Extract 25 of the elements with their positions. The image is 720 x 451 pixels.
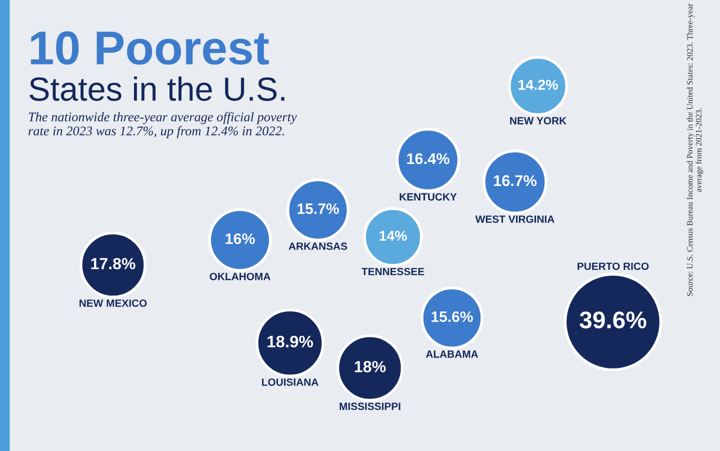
- category-label: TENNESSEE: [362, 268, 424, 276]
- text: 10 Poorest States in the U.S.: [30, 31, 284, 101]
- data-label: 16.7%: [494, 175, 537, 186]
- data-label: 18.9%: [268, 336, 313, 348]
- category-label: KENTUCKY: [400, 193, 457, 201]
- category-label: ALABAMA: [426, 350, 478, 358]
- data-label: 18%: [354, 360, 386, 372]
- data-label: 15.7%: [298, 203, 339, 214]
- data-label: 14.2%: [518, 80, 558, 90]
- category-label: MISSISSIPPI: [340, 402, 400, 410]
- text: The nationwide three-year average official poverty rate in 2023 was 12.7%, up from 12.4% in 2022.: [28, 112, 297, 138]
- data-label: 16.4%: [407, 153, 450, 164]
- data-label: 14%: [380, 230, 407, 241]
- category-label: NEW YORK: [510, 117, 566, 124]
- category-label: LOUISIANA: [262, 378, 318, 386]
- category-label: WEST VIRGINIA: [475, 215, 554, 223]
- category-label: NEW MEXICO: [80, 299, 147, 307]
- data-label: 16%: [226, 233, 255, 244]
- data-label: 39.6%: [580, 311, 646, 328]
- data-label: 15.6%: [432, 311, 473, 322]
- category-label: OKLAHOMA: [210, 272, 270, 280]
- data-label: 17.8%: [91, 258, 136, 270]
- category-label: PUERTO RICO: [578, 262, 649, 270]
- category-label: ARKANSAS: [288, 242, 348, 250]
- source-note: Source: U.S. Census Bureau Income and Poverty in the United States: 2023. Three-year average from 2021-2023.: [686, 4, 704, 296]
